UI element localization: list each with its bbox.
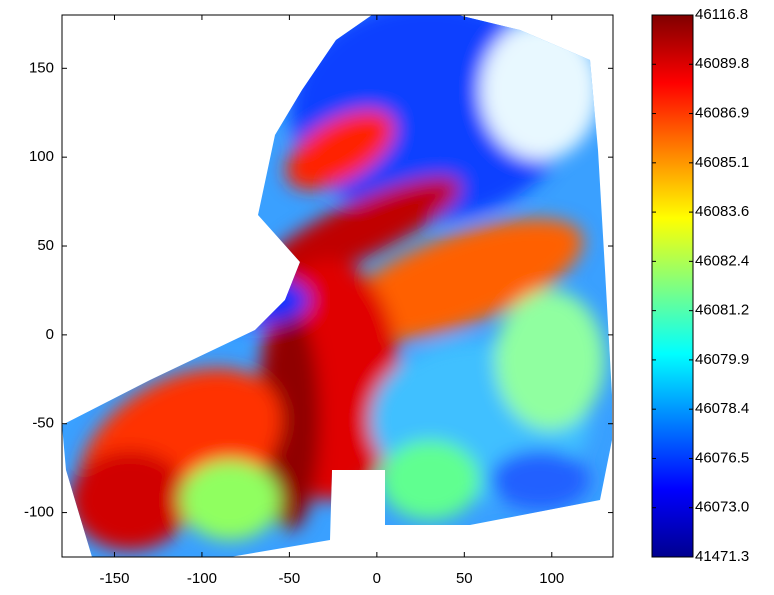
x-tick-label: 50 xyxy=(456,570,473,587)
field xyxy=(62,15,612,557)
plot-frame xyxy=(61,14,614,558)
colorbar-tick-label: 46116.8 xyxy=(695,6,748,23)
x-tick-label: 0 xyxy=(373,570,381,587)
colorbar-tick-label: 46082.4 xyxy=(695,252,749,269)
colorbar-tick-label: 46078.4 xyxy=(695,400,749,417)
y-tick-label: 100 xyxy=(29,148,54,165)
colorbar-tick-label: 46076.5 xyxy=(695,449,749,466)
y-tick-label: 150 xyxy=(29,59,54,76)
colorbar-tick-label: 46089.8 xyxy=(695,55,749,72)
colorbar-tick-label: 46086.9 xyxy=(695,105,749,122)
colorbar-tick-label: 41471.3 xyxy=(695,548,749,565)
y-tick-label: -100 xyxy=(24,504,54,521)
colorbar-tick-label: 46081.2 xyxy=(695,302,749,319)
x-tick-label: -150 xyxy=(99,570,129,587)
colorbar-tick-label: 46079.9 xyxy=(695,351,749,368)
colorbar-tick-label: 46073.0 xyxy=(695,499,749,516)
x-tick-label: -100 xyxy=(187,570,217,587)
y-tick-label: 0 xyxy=(46,326,54,343)
colorbar-tick-label: 46083.6 xyxy=(695,203,749,220)
colorbar-tick-label: 46085.1 xyxy=(695,154,749,171)
y-tick-label: 50 xyxy=(37,237,54,254)
x-tick-label: -50 xyxy=(279,570,301,587)
y-tick-label: -50 xyxy=(32,415,54,432)
x-tick-label: 100 xyxy=(539,570,564,587)
colorbar xyxy=(651,14,694,558)
